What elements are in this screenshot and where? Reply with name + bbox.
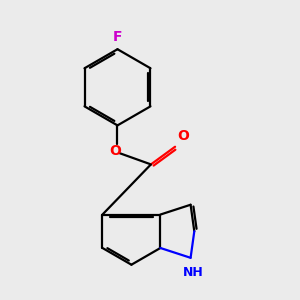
Text: NH: NH [182, 266, 203, 279]
Text: O: O [177, 129, 189, 143]
Text: F: F [113, 30, 122, 44]
Text: O: O [109, 144, 121, 158]
